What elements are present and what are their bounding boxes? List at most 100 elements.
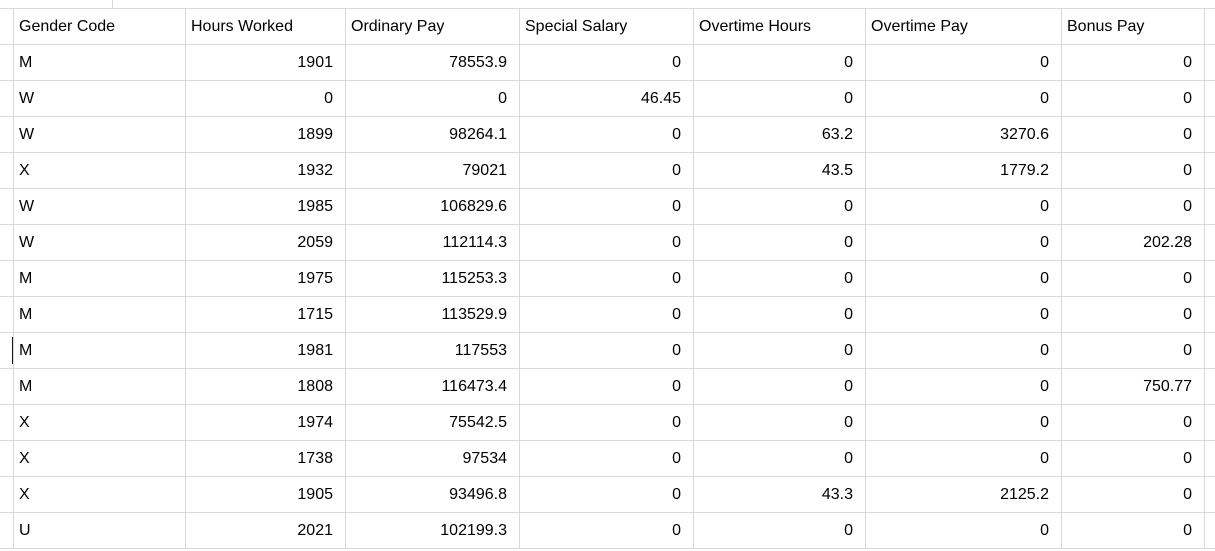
cell-special-salary[interactable]: 0 <box>520 477 694 512</box>
cell-gender-code[interactable]: M <box>14 45 186 80</box>
right-edge-cell[interactable] <box>1205 189 1215 224</box>
cell-ordinary-pay[interactable]: 112114.3 <box>346 225 520 260</box>
cell-special-salary[interactable]: 0 <box>520 153 694 188</box>
cell-ordinary-pay[interactable]: 106829.6 <box>346 189 520 224</box>
cell-ordinary-pay[interactable]: 117553 <box>346 333 520 368</box>
cell-overtime-hours[interactable]: 0 <box>694 225 866 260</box>
cell-bonus-pay[interactable]: 0 <box>1062 81 1205 116</box>
cell-special-salary[interactable]: 0 <box>520 405 694 440</box>
cell-hours-worked[interactable]: 1738 <box>186 441 346 476</box>
right-edge-cell[interactable] <box>1205 513 1215 548</box>
row-margin-cell[interactable] <box>0 9 14 44</box>
cell-special-salary[interactable]: 0 <box>520 297 694 332</box>
cell-overtime-hours[interactable]: 63.2 <box>694 117 866 152</box>
row-margin-cell[interactable] <box>0 225 14 260</box>
cell-special-salary[interactable]: 0 <box>520 225 694 260</box>
right-edge-cell[interactable] <box>1205 333 1215 368</box>
cell-overtime-hours[interactable]: 0 <box>694 45 866 80</box>
cell-bonus-pay[interactable]: 0 <box>1062 297 1205 332</box>
cell-bonus-pay[interactable]: 0 <box>1062 261 1205 296</box>
cell-overtime-pay[interactable]: 0 <box>866 225 1062 260</box>
cell-special-salary[interactable]: 0 <box>520 189 694 224</box>
cell-hours-worked[interactable]: 1901 <box>186 45 346 80</box>
cell-overtime-pay[interactable]: 0 <box>866 189 1062 224</box>
cell-bonus-pay[interactable]: 202.28 <box>1062 225 1205 260</box>
cell-ordinary-pay[interactable]: 98264.1 <box>346 117 520 152</box>
cell-hours-worked[interactable]: 0 <box>186 81 346 116</box>
right-edge-cell[interactable] <box>1205 297 1215 332</box>
cell-gender-code[interactable]: W <box>14 117 186 152</box>
cell-bonus-pay[interactable]: 0 <box>1062 513 1205 548</box>
cell-overtime-pay[interactable]: 0 <box>866 441 1062 476</box>
cell-bonus-pay[interactable]: 0 <box>1062 333 1205 368</box>
cell-overtime-pay[interactable]: 3270.6 <box>866 117 1062 152</box>
header-cell-ordinary-pay[interactable]: Ordinary Pay <box>346 9 520 44</box>
cell-bonus-pay[interactable]: 0 <box>1062 441 1205 476</box>
cell-special-salary[interactable]: 0 <box>520 333 694 368</box>
header-cell-gender-code[interactable]: Gender Code <box>14 9 186 44</box>
right-edge-cell[interactable] <box>1205 225 1215 260</box>
cell-ordinary-pay[interactable]: 102199.3 <box>346 513 520 548</box>
cell-hours-worked[interactable]: 2059 <box>186 225 346 260</box>
cell-gender-code[interactable]: W <box>14 81 186 116</box>
right-edge-cell[interactable] <box>1205 405 1215 440</box>
cell-hours-worked[interactable]: 2021 <box>186 513 346 548</box>
cell-gender-code[interactable]: X <box>14 477 186 512</box>
cell-gender-code[interactable]: M <box>14 261 186 296</box>
cell-bonus-pay[interactable]: 0 <box>1062 153 1205 188</box>
cell-hours-worked[interactable]: 1808 <box>186 369 346 404</box>
cell-ordinary-pay[interactable]: 116473.4 <box>346 369 520 404</box>
cell-overtime-hours[interactable]: 0 <box>694 81 866 116</box>
cell-overtime-pay[interactable]: 0 <box>866 261 1062 296</box>
cell-overtime-hours[interactable]: 43.5 <box>694 153 866 188</box>
right-edge-cell[interactable] <box>1205 441 1215 476</box>
cell-special-salary[interactable]: 0 <box>520 513 694 548</box>
cell-bonus-pay[interactable]: 0 <box>1062 477 1205 512</box>
row-margin-cell[interactable] <box>0 513 14 548</box>
cell-hours-worked[interactable]: 1975 <box>186 261 346 296</box>
cell-overtime-pay[interactable]: 0 <box>866 333 1062 368</box>
row-margin-cell[interactable] <box>0 81 14 116</box>
cell-ordinary-pay[interactable]: 113529.9 <box>346 297 520 332</box>
cell-ordinary-pay[interactable]: 115253.3 <box>346 261 520 296</box>
cell-overtime-pay[interactable]: 0 <box>866 297 1062 332</box>
cell-gender-code[interactable]: X <box>14 405 186 440</box>
row-margin-cell[interactable] <box>0 477 14 512</box>
cell-special-salary[interactable]: 0 <box>520 45 694 80</box>
cell-gender-code[interactable]: X <box>14 441 186 476</box>
cell-overtime-hours[interactable]: 0 <box>694 333 866 368</box>
cell-ordinary-pay[interactable]: 0 <box>346 81 520 116</box>
cell-bonus-pay[interactable]: 0 <box>1062 117 1205 152</box>
cell-overtime-pay[interactable]: 0 <box>866 369 1062 404</box>
cell-overtime-pay[interactable]: 0 <box>866 81 1062 116</box>
cell-hours-worked[interactable]: 1905 <box>186 477 346 512</box>
header-cell-hours-worked[interactable]: Hours Worked <box>186 9 346 44</box>
cell-special-salary[interactable]: 0 <box>520 369 694 404</box>
cell-special-salary[interactable]: 0 <box>520 441 694 476</box>
right-edge-cell[interactable] <box>1205 45 1215 80</box>
cell-gender-code[interactable]: U <box>14 513 186 548</box>
cell-overtime-hours[interactable]: 0 <box>694 369 866 404</box>
cell-ordinary-pay[interactable]: 97534 <box>346 441 520 476</box>
cell-special-salary[interactable]: 0 <box>520 117 694 152</box>
cell-bonus-pay[interactable]: 0 <box>1062 405 1205 440</box>
cell-overtime-hours[interactable]: 0 <box>694 405 866 440</box>
row-margin-cell[interactable] <box>0 297 14 332</box>
row-margin-cell[interactable] <box>0 369 14 404</box>
cell-hours-worked[interactable]: 1932 <box>186 153 346 188</box>
right-edge-cell[interactable] <box>1205 81 1215 116</box>
cell-overtime-pay[interactable]: 0 <box>866 513 1062 548</box>
cell-gender-code[interactable]: M <box>14 333 186 368</box>
cell-overtime-pay[interactable]: 1779.2 <box>866 153 1062 188</box>
cell-hours-worked[interactable]: 1974 <box>186 405 346 440</box>
cell-bonus-pay[interactable]: 0 <box>1062 189 1205 224</box>
right-edge-cell[interactable] <box>1205 261 1215 296</box>
cell-hours-worked[interactable]: 1985 <box>186 189 346 224</box>
right-edge-cell[interactable] <box>1205 477 1215 512</box>
cell-ordinary-pay[interactable]: 75542.5 <box>346 405 520 440</box>
cell-ordinary-pay[interactable]: 93496.8 <box>346 477 520 512</box>
cell-overtime-hours[interactable]: 0 <box>694 189 866 224</box>
row-margin-cell[interactable] <box>0 117 14 152</box>
header-cell-special-salary[interactable]: Special Salary <box>520 9 694 44</box>
row-margin-cell[interactable] <box>0 153 14 188</box>
